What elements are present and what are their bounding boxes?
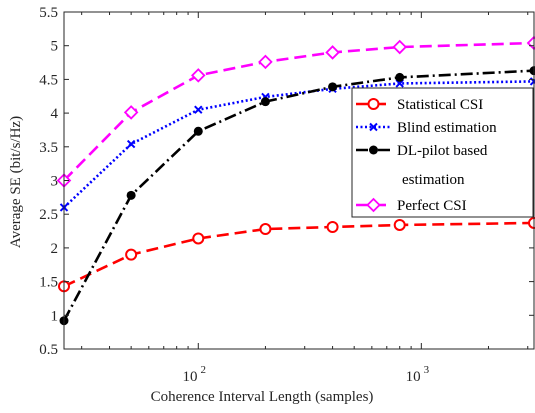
- data-point-2-3: [260, 97, 270, 107]
- y-tick-label: 5.5: [39, 5, 58, 21]
- data-point-3-1: [123, 105, 139, 120]
- x-tick-label-exponent: 2: [201, 364, 207, 376]
- data-point-0-5: [393, 218, 406, 231]
- x-tick-label-exponent: 3: [424, 364, 430, 376]
- data-point-0-2: [192, 232, 205, 245]
- y-tick-label: 2.5: [39, 207, 58, 223]
- data-point-3-2: [191, 68, 206, 83]
- y-tick-label: 4.5: [39, 72, 58, 88]
- y-tick-label: 1: [51, 308, 59, 324]
- y-tick-label: 0.5: [39, 342, 58, 358]
- data-point-1-2: [194, 105, 203, 114]
- legend-marker-0: [367, 98, 380, 110]
- data-point-1-1: [126, 139, 136, 149]
- y-tick-label: 5: [51, 39, 59, 55]
- data-point-3-5: [392, 39, 407, 55]
- y-tick-label: 3: [51, 174, 59, 190]
- y-axis-title: Average SE (bit/s/Hz): [8, 116, 24, 248]
- data-point-2-2: [193, 126, 203, 136]
- legend-label-2: estimation: [402, 172, 465, 188]
- x-axis-title: Coherence Interval Length (samples): [151, 389, 374, 405]
- y-tick-label: 1.5: [39, 275, 58, 291]
- data-point-2-1: [126, 190, 136, 200]
- x-tick-label: 10 2: [183, 364, 207, 385]
- legend-label-0: Statistical CSI: [397, 97, 483, 113]
- y-tick-label: 4: [51, 106, 59, 122]
- data-point-0-3: [259, 223, 272, 236]
- x-tick-labels: 10 2 10 3: [183, 364, 430, 385]
- legend-label-2: DL-pilot based: [397, 143, 488, 159]
- data-point-0-1: [125, 248, 138, 261]
- data-point-3-4: [325, 45, 340, 60]
- y-tick-labels: 0.5 1 1.5 2 2.5 3 3.5 4 4.5 5 5.5: [39, 5, 58, 358]
- y-tick-label: 2: [51, 241, 59, 257]
- legend-marker-3: [366, 197, 381, 213]
- legend-marker-1: [369, 122, 378, 132]
- legend-marker-2: [369, 145, 378, 155]
- data-point-2-5: [395, 72, 405, 82]
- legend-label-3: Perfect CSI: [397, 198, 467, 214]
- x-tick-label-base: 10: [406, 369, 421, 385]
- data-point-0-4: [326, 221, 339, 234]
- legend: Statistical CSI Blind estimation DL-pilot …: [351, 87, 534, 218]
- x-tick-label: 10 3: [406, 364, 430, 385]
- x-tick-label-base: 10: [183, 369, 198, 385]
- series-markers: [56, 35, 535, 326]
- legend-label-1: Blind estimation: [397, 120, 497, 136]
- data-point-3-3: [258, 54, 273, 70]
- data-point-2-4: [328, 82, 338, 92]
- axis-ticks: [64, 11, 534, 350]
- y-tick-label: 3.5: [39, 140, 58, 156]
- legend-box: [351, 87, 534, 218]
